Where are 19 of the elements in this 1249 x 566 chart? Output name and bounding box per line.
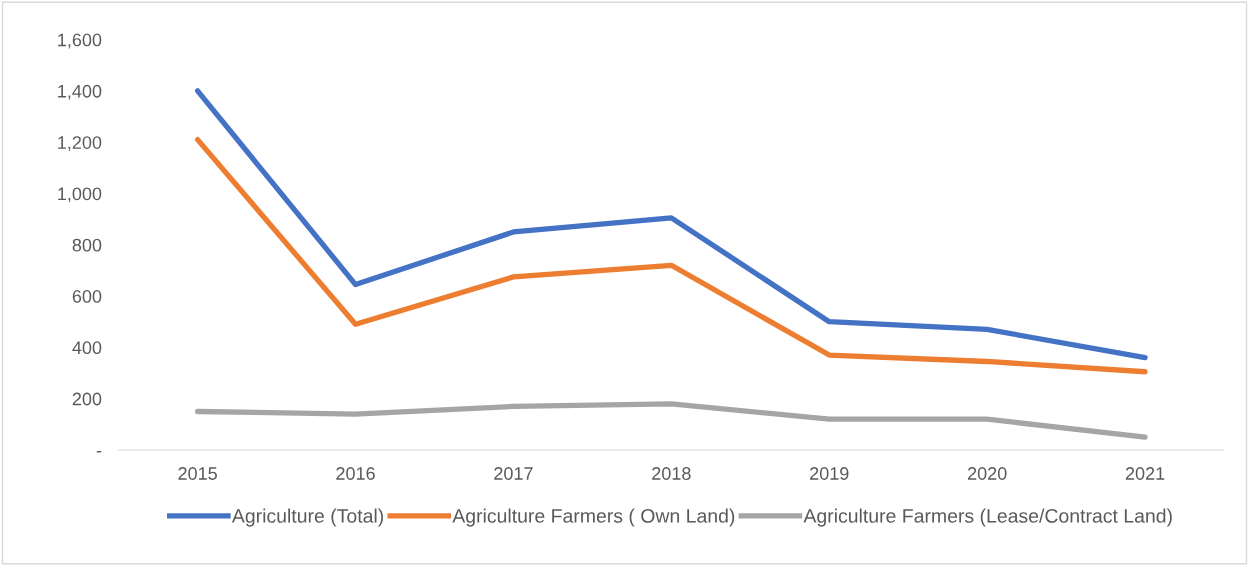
x-tick-label: 2019 — [810, 467, 849, 480]
y-tick-label: 200 — [72, 392, 102, 406]
legend-label: Agriculture Farmers ( Own Land) — [452, 508, 735, 527]
x-tick-label: 2018 — [652, 467, 691, 480]
y-tick-label: 1,400 — [58, 84, 102, 100]
legend-label: Agriculture Farmers (Lease/Contract Land) — [803, 508, 1172, 527]
x-tick-label: 2020 — [967, 467, 1007, 480]
x-tick-label: 2015 — [178, 467, 217, 480]
y-tick-label: 1,200 — [58, 136, 102, 152]
y-tick-label: 600 — [72, 290, 102, 303]
x-tick-label: 2017 — [494, 467, 533, 480]
y-tick-label: - — [96, 451, 102, 453]
legend-label: Agriculture (Total) — [231, 508, 384, 527]
y-tick-label: 1,000 — [58, 187, 102, 203]
y-tick-label: 400 — [72, 341, 102, 355]
x-tick-label: 2021 — [1125, 467, 1165, 480]
y-tick-label: 800 — [72, 238, 102, 252]
x-tick-label: 2016 — [336, 467, 375, 480]
y-tick-label: 1,600 — [58, 33, 102, 49]
